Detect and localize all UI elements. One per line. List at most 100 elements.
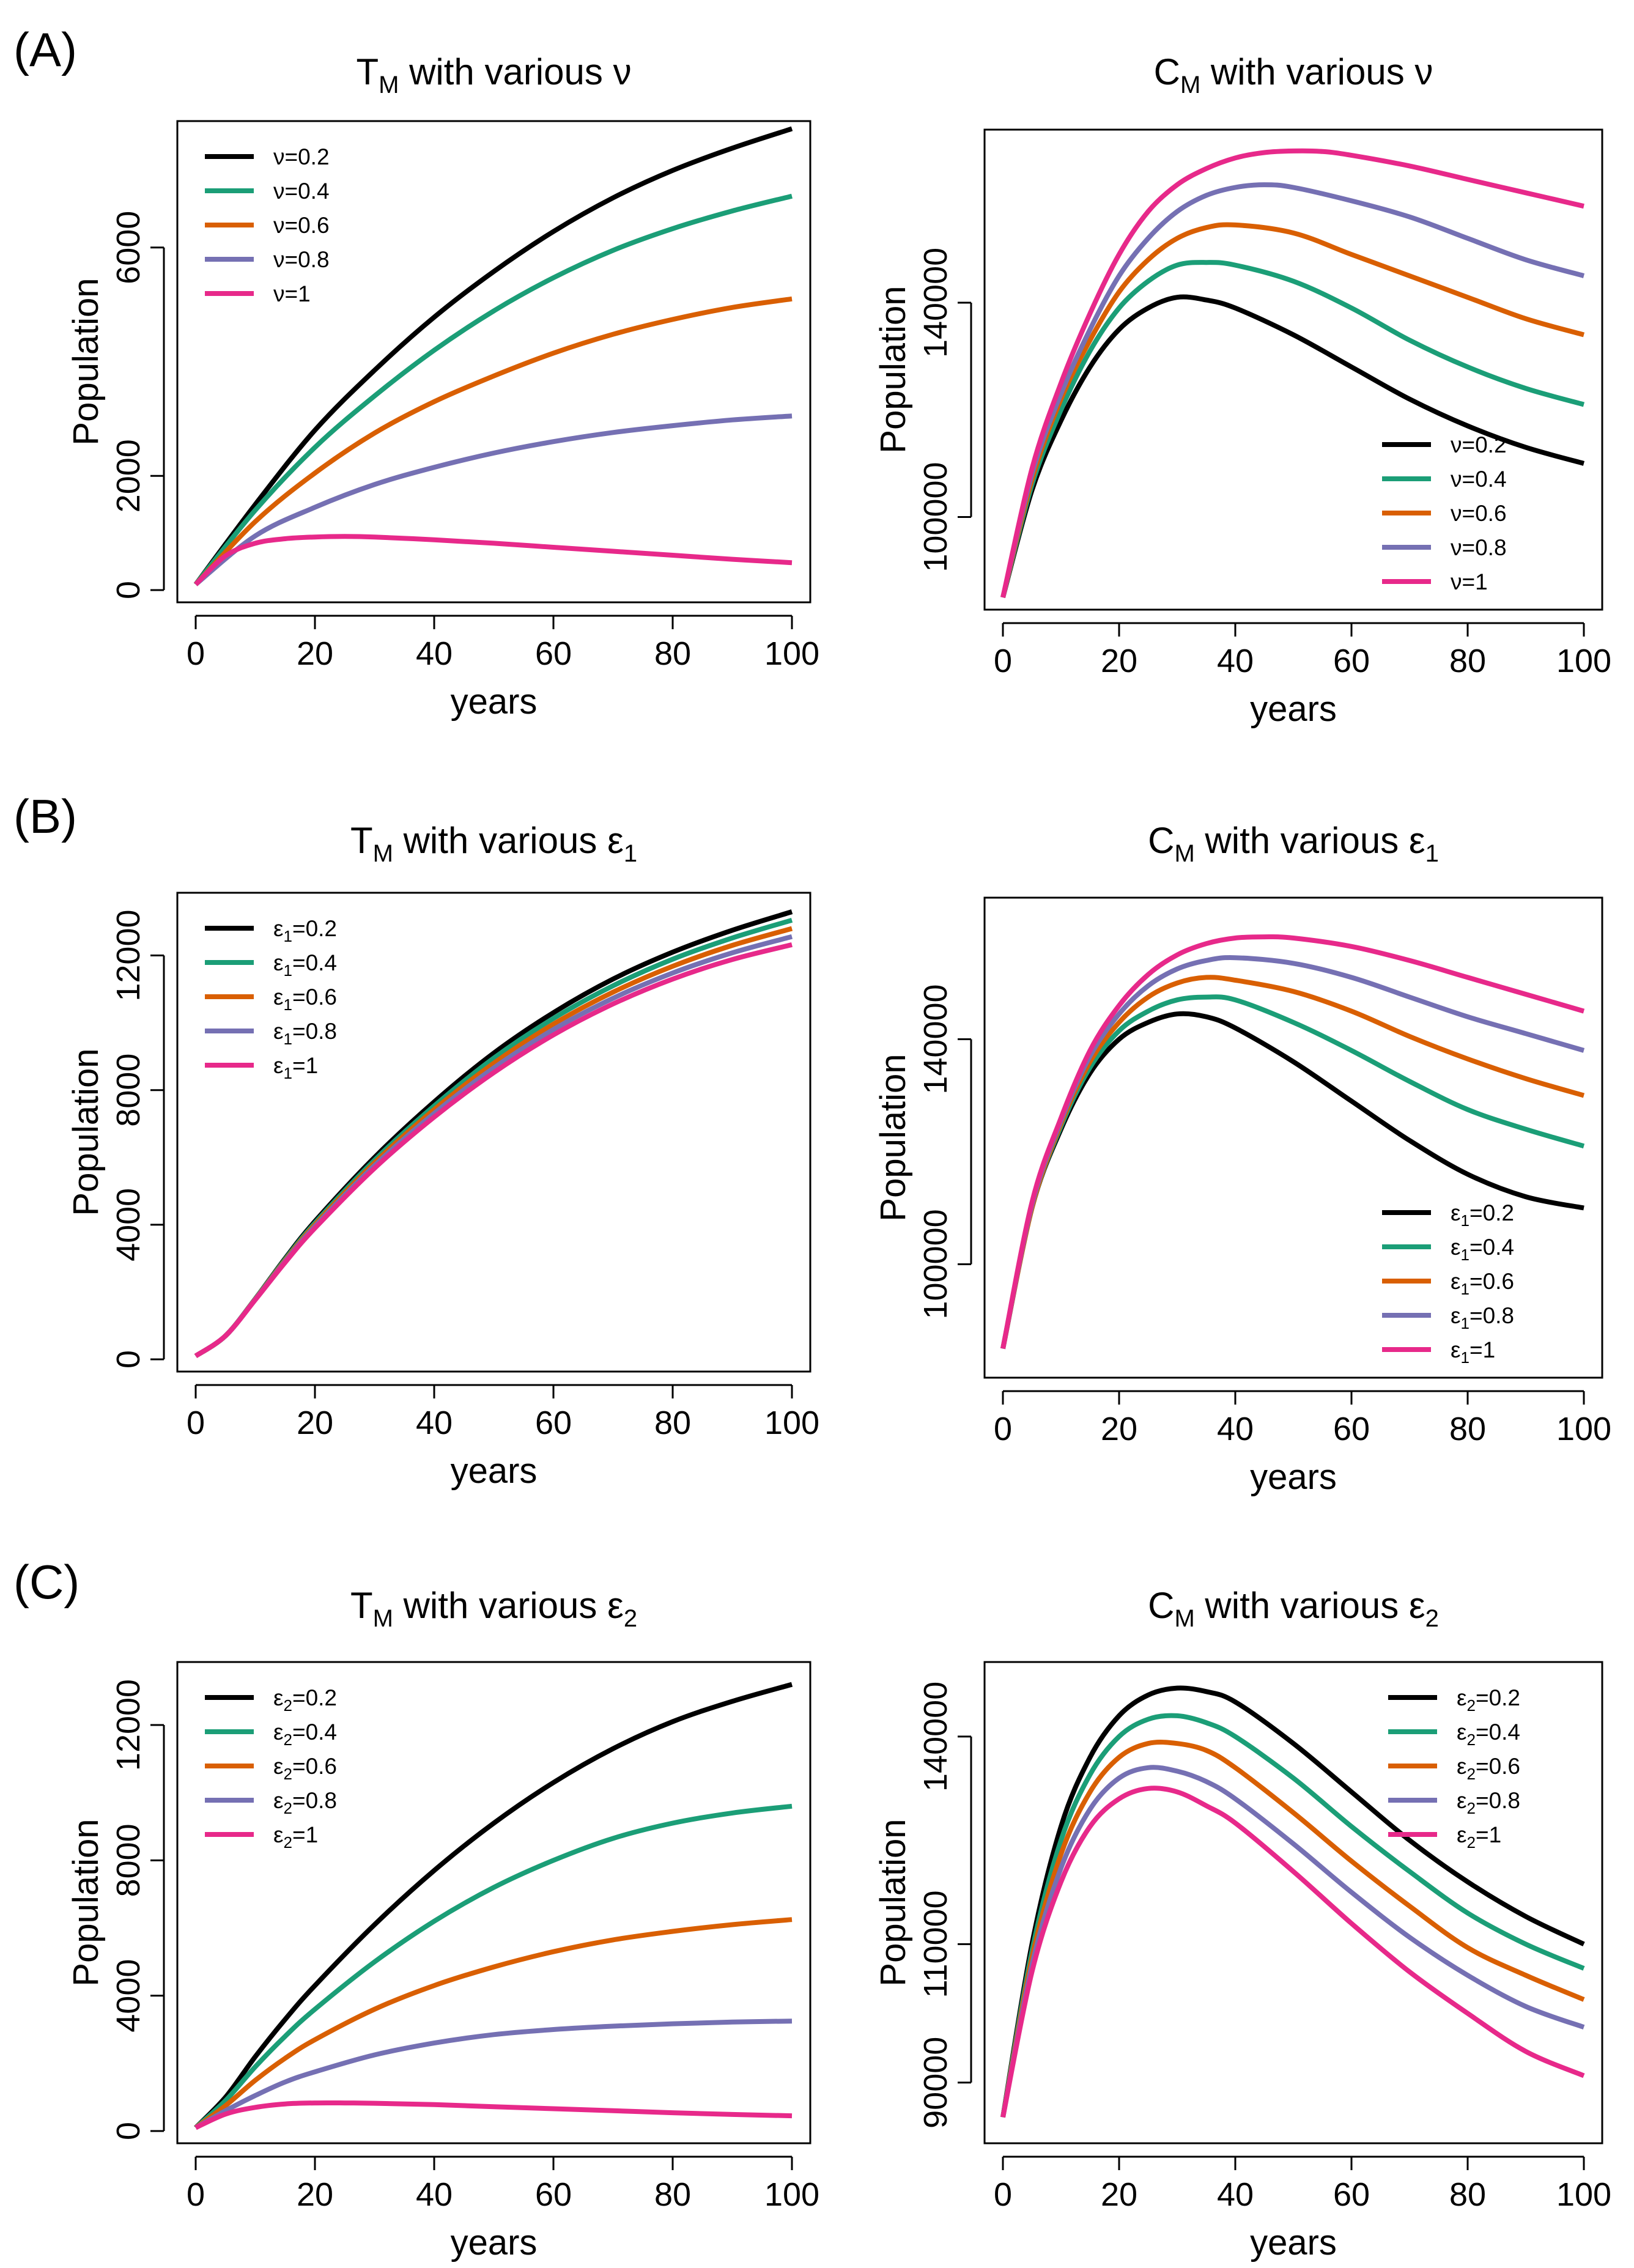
series-line-3 [194,1917,793,2130]
legend-entry: ε1=0.4 [273,950,337,980]
legend-value: =0.4 [1476,1719,1520,1745]
legend-parameter: ε [273,1754,284,1779]
legend-parameter-subscript: 2 [1467,1696,1476,1715]
legend-entry: ε1=0.2 [273,916,337,945]
series-line-5 [194,534,793,586]
legend-entry: ε1=1 [273,1053,318,1082]
x-tick-label: 40 [416,1405,453,1441]
title-parameter-subscript: 1 [1425,840,1439,867]
legend-parameter: ε [273,1719,284,1745]
y-tick-label: 140000 [917,248,954,358]
legend: ν=0.2ν=0.4ν=0.6ν=0.8ν=1 [205,144,330,306]
x-tick-label: 20 [297,1405,333,1441]
legend-entry: ε1=0.6 [1451,1269,1514,1298]
title-variable: T [356,51,379,92]
series-line-3 [194,296,793,586]
chart-title: TM with various ε2 [350,1585,637,1632]
legend-entry: ε2=0.6 [273,1754,337,1783]
legend-parameter: ε [1457,1719,1467,1745]
legend-entry: ν=0.2 [1451,432,1507,457]
title-text: with various [1195,820,1409,861]
legend-value: =0.8 [285,247,330,272]
plot-frame [983,1661,1603,2144]
series-line-1 [1000,294,1585,599]
x-tick-label: 40 [416,2176,453,2213]
legend-parameter-subscript: 2 [284,1731,292,1749]
legend-value: =0.2 [292,916,337,941]
plot-frame [176,1661,811,2144]
x-tick-label: 100 [764,2176,819,2213]
legend-value: =1 [1476,1822,1501,1847]
chart-title: CM with various ε1 [1148,820,1439,867]
legend-value: =0.2 [1476,1685,1520,1710]
x-tick-label: 60 [1333,2176,1370,2213]
legend-value: =0.6 [285,213,330,238]
x-axis-title: years [1250,2223,1337,2262]
y-tick-label: 90000 [917,2037,954,2129]
x-tick-label: 80 [1449,643,1486,679]
y-tick-label: 0 [110,581,147,599]
legend-value: =0.4 [285,179,330,204]
legend-entry: ε2=0.2 [1457,1685,1520,1715]
y-axis-title: Population [873,286,913,453]
legend-parameter: ε [273,1019,284,1044]
legend-entry: ε2=0.6 [1457,1754,1520,1783]
legend-parameter: ε [273,916,284,941]
legend-parameter: ε [273,984,284,1010]
legend-parameter: ν [1451,467,1462,492]
chart-4: CM with various ε10 20 40 60 80 100years10000… [873,820,1611,1497]
charts-group: TM with various ν0 20 40 60 80 100years020006… [66,51,1611,2262]
legend-entry: ν=0.6 [1451,501,1507,526]
legend-value: =0.2 [1462,432,1507,457]
legend-parameter: ν [273,179,285,204]
title-parameter: ε [607,820,624,861]
legend-entry: ε2=0.4 [1457,1719,1520,1749]
title-subscript: M [379,72,399,98]
legend-entry: ε1=0.6 [273,984,337,1014]
x-tick-label: 80 [1449,2176,1486,2213]
legend-parameter: ε [1451,1269,1461,1294]
legend-parameter: ε [1451,1337,1461,1362]
title-subscript: M [373,840,393,867]
legend-entry: ν=0.8 [1451,535,1507,560]
legend-entry: ν=1 [1451,569,1488,594]
title-variable: C [1148,820,1174,861]
legend-value: =0.8 [1462,535,1507,560]
legend-value: =0.4 [1469,1235,1514,1260]
legend-entry: ε2=0.8 [273,1788,337,1817]
x-tick-label: 80 [1449,1411,1486,1447]
legend-value: =0.8 [1469,1303,1514,1328]
x-axis-title: years [1250,1457,1337,1497]
series-line-5 [1000,1786,1585,2118]
legend-parameter-subscript: 2 [1467,1731,1476,1749]
legend-entry: ε2=0.8 [1457,1788,1520,1817]
series-line-1 [1000,1685,1585,2118]
x-tick-label: 60 [1333,1411,1370,1447]
legend-value: =1 [285,281,311,306]
x-tick-label: 40 [1217,2176,1254,2213]
legend-value: =0.2 [292,1685,337,1710]
legend-parameter-subscript: 1 [1461,1211,1469,1230]
legend-value: =0.6 [1476,1754,1520,1779]
legend-parameter-subscript: 2 [1467,1833,1476,1852]
series-line-2 [1000,260,1585,598]
chart-3: TM with various ε10 20 40 60 80 100years04000… [66,820,819,1491]
y-tick-label: 0 [110,1350,147,1369]
plot-frame [176,120,811,604]
plot-frame [176,892,811,1373]
x-axis-title: years [451,682,538,722]
y-tick-label: 4000 [110,1188,147,1261]
chart-2: CM with various ν 0 20 40 60 80 100 years 100000… [873,51,1611,729]
title-variable: C [1154,51,1180,92]
y-axis-title: Population [66,1048,106,1216]
legend-parameter-subscript: 1 [1461,1280,1469,1298]
series-line-4 [1000,182,1585,598]
x-tick-label: 60 [1333,643,1370,679]
series-line-3 [1000,1740,1585,2118]
legend-parameter-subscript: 2 [1467,1799,1476,1817]
y-tick-label: 0 [110,2122,147,2140]
title-text: with various [393,1585,607,1626]
y-tick-label: 8000 [110,1823,147,1897]
